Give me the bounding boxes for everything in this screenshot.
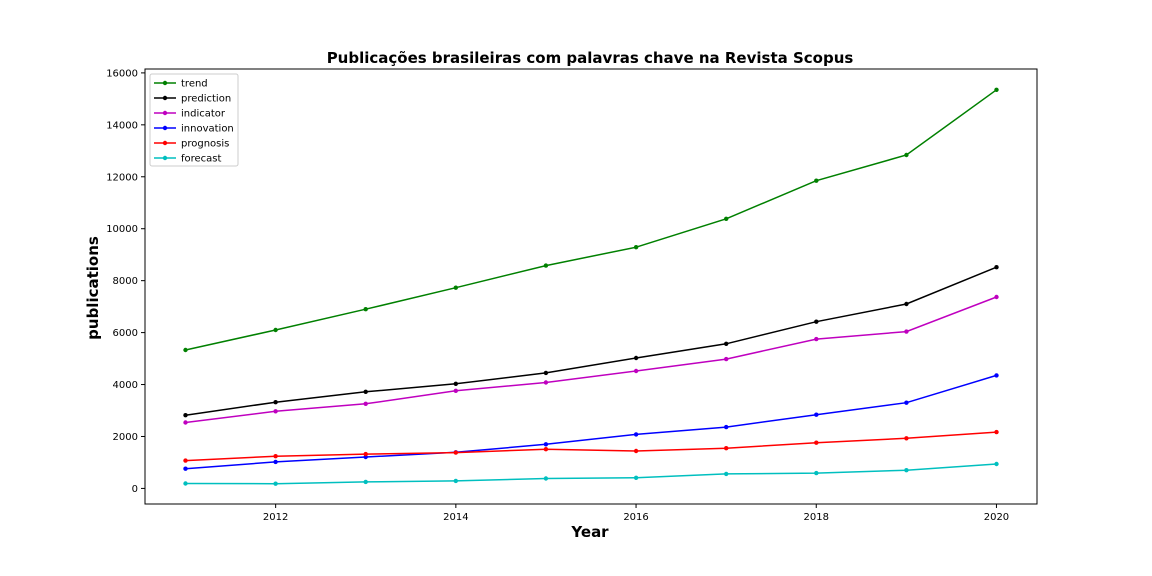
data-point-prognosis-2011 [183, 458, 188, 463]
legend-marker-indicator [162, 110, 168, 116]
data-point-trend-2019 [904, 152, 909, 158]
data-point-indicator-2014 [453, 388, 458, 393]
data-point-prediction-2015 [543, 370, 549, 376]
series-line-innovation [185, 374, 997, 470]
y-tick-label: 0 [132, 484, 138, 495]
data-point-trend-2015 [543, 263, 549, 268]
legend-label-indicator: indicator [181, 109, 226, 120]
chart-title: Publicações brasileiras com palavras cha… [327, 49, 854, 67]
plot-area [183, 87, 999, 486]
data-point-innovation-2015 [543, 442, 549, 447]
data-point-forecast-2011 [183, 481, 188, 486]
x-tick-label: 2014 [443, 512, 468, 523]
data-point-trend-2013 [363, 307, 368, 312]
data-point-innovation-2018 [814, 412, 819, 417]
x-tick-label: 2012 [263, 512, 288, 523]
plot-frame [144, 68, 1038, 505]
data-point-prognosis-2015 [543, 447, 549, 452]
data-point-forecast-2012 [273, 481, 278, 486]
data-point-trend-2012 [273, 327, 278, 333]
data-point-prognosis-2013 [363, 451, 368, 457]
data-point-innovation-2017 [724, 424, 729, 430]
data-point-forecast-2020 [994, 461, 999, 467]
x-axis-label: Year [570, 523, 609, 541]
data-point-forecast-2017 [724, 471, 729, 477]
x-axis: 2012 2014 2016 2018 2020 [263, 504, 1009, 523]
data-point-prognosis-2017 [724, 446, 729, 451]
data-point-trend-2016 [633, 245, 639, 250]
data-point-indicator-2011 [183, 420, 188, 425]
legend-marker-prognosis [162, 140, 168, 146]
legend-label-trend: trend [181, 79, 208, 90]
data-point-forecast-2013 [363, 479, 368, 485]
data-point-prognosis-2012 [273, 454, 278, 459]
y-axis-label: publications [84, 236, 102, 340]
legend-marker-innovation [162, 125, 168, 131]
legend-marker-prediction [162, 95, 168, 101]
series-line-forecast [185, 463, 997, 485]
data-point-forecast-2015 [543, 476, 549, 481]
y-tick-label: 6000 [113, 328, 138, 339]
data-point-prognosis-2019 [904, 436, 909, 441]
data-point-trend-2017 [724, 216, 729, 221]
data-point-trend-2011 [183, 347, 188, 353]
data-point-indicator-2012 [273, 409, 278, 414]
data-point-innovation-2020 [994, 373, 999, 378]
x-tick-label: 2018 [804, 512, 829, 523]
data-point-trend-2018 [814, 178, 819, 183]
data-point-forecast-2016 [633, 475, 639, 480]
data-point-trend-2020 [994, 87, 999, 93]
data-point-prediction-2013 [363, 389, 368, 394]
data-point-trend-2014 [453, 285, 458, 290]
data-point-indicator-2017 [724, 356, 729, 362]
data-point-forecast-2019 [904, 468, 909, 473]
legend-label-prognosis: prognosis [181, 139, 229, 150]
x-tick-label: 2020 [984, 512, 1009, 523]
y-tick-label: 16000 [106, 68, 138, 79]
data-point-indicator-2016 [633, 368, 639, 374]
y-tick-label: 12000 [106, 172, 138, 183]
data-point-prediction-2019 [904, 301, 909, 307]
legend-marker-forecast [162, 155, 168, 161]
data-point-prognosis-2016 [633, 448, 639, 454]
data-point-prediction-2011 [183, 413, 188, 418]
data-point-prognosis-2020 [994, 429, 999, 435]
data-point-indicator-2018 [814, 336, 819, 342]
data-point-prognosis-2014 [453, 450, 458, 455]
data-point-prediction-2014 [453, 381, 458, 386]
data-point-forecast-2018 [814, 470, 819, 476]
data-point-prognosis-2018 [814, 440, 819, 445]
legend-marker-trend [162, 80, 168, 86]
y-tick-label: 10000 [106, 224, 138, 235]
data-point-innovation-2012 [273, 459, 278, 465]
legend-label-innovation: innovation [181, 124, 234, 135]
data-point-prediction-2016 [633, 355, 639, 361]
series-line-indicator [185, 296, 997, 424]
data-point-indicator-2015 [543, 380, 549, 385]
data-point-forecast-2014 [453, 478, 458, 484]
data-point-indicator-2019 [904, 329, 909, 334]
data-point-indicator-2020 [994, 294, 999, 300]
series-line-trend [185, 89, 997, 351]
y-tick-label: 8000 [113, 276, 138, 287]
series-line-prognosis [185, 431, 997, 462]
data-point-indicator-2013 [363, 401, 368, 406]
data-point-prediction-2020 [994, 265, 999, 270]
series-line-prediction [185, 266, 997, 416]
data-point-prediction-2017 [724, 341, 729, 346]
x-tick-label: 2016 [623, 512, 648, 523]
y-tick-label: 4000 [113, 380, 138, 391]
legend: trend prediction indicator innovation progno… [149, 73, 239, 167]
data-point-innovation-2016 [633, 432, 639, 437]
y-axis: 0 2000 4000 6000 8000 10000 12000 14000 16000 [106, 68, 145, 495]
data-point-innovation-2019 [904, 400, 909, 405]
y-tick-label: 2000 [113, 432, 138, 443]
y-tick-label: 14000 [106, 120, 138, 131]
data-point-prediction-2018 [814, 319, 819, 324]
legend-label-forecast: forecast [181, 154, 222, 165]
data-point-innovation-2011 [183, 466, 188, 471]
legend-label-prediction: prediction [181, 94, 231, 105]
data-point-prediction-2012 [273, 400, 278, 405]
